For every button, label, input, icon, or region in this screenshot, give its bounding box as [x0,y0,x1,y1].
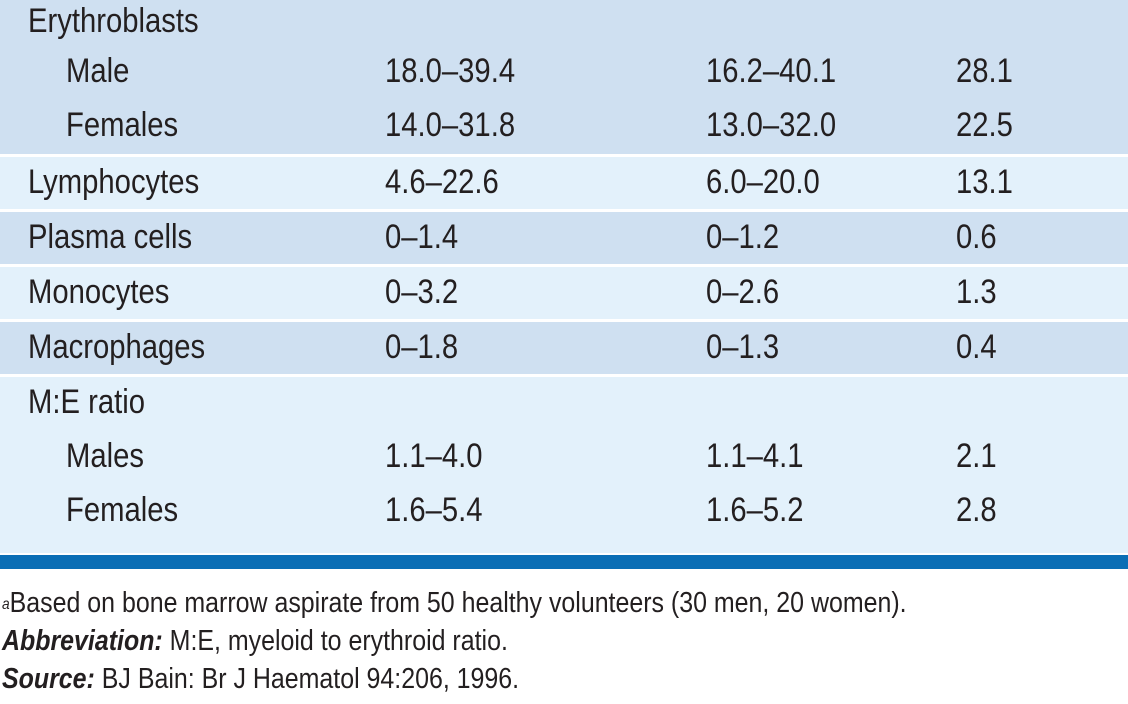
me-ratio-females-range-2: 1.6–5.2 [706,491,804,529]
me-ratio-females-mean: 2.8 [956,491,997,529]
erythroblasts-females-mean: 22.5 [956,106,1013,144]
row-divider [0,209,1128,212]
source-label: Source: [2,663,95,695]
monocytes-range-2: 0–2.6 [706,273,780,311]
erythroblasts-male-mean: 28.1 [956,52,1013,90]
monocytes-mean: 1.3 [956,273,997,311]
me-ratio-females-range-1: 1.6–5.4 [385,491,483,529]
me-ratio-group: M:E ratio Males 1.1–4.0 1.1–4.1 2.1 Fema… [0,377,1128,553]
table-row: M:E ratio [0,377,1128,431]
monocytes-group: Monocytes 0–3.2 0–2.6 1.3 [0,267,1128,319]
me-ratio-males-mean: 2.1 [956,437,997,475]
table-row: Male 18.0–39.4 16.2–40.1 28.1 [0,46,1128,100]
monocytes-range-1: 0–3.2 [385,273,459,311]
erythroblasts-male-range-1: 18.0–39.4 [385,52,516,90]
macrophages-range-1: 0–1.8 [385,328,459,366]
row-label-erythroblasts: Erythroblasts [28,2,199,40]
footnote-marker: a [2,596,10,613]
table-row: Macrophages 0–1.8 0–1.3 0.4 [0,322,1128,374]
source-note: Source: BJ Bain: Br J Haematol 94:206, 1… [2,660,965,698]
table-row: Females 14.0–31.8 13.0–32.0 22.5 [0,100,1128,154]
macrophages-mean: 0.4 [956,328,997,366]
footnote-text: Based on bone marrow aspirate from 50 he… [9,587,907,619]
me-ratio-males-range-2: 1.1–4.1 [706,437,804,475]
erythroblasts-male-range-2: 16.2–40.1 [706,52,837,90]
lymphocytes-range-1: 4.6–22.6 [385,163,499,201]
macrophages-group: Macrophages 0–1.8 0–1.3 0.4 [0,322,1128,374]
erythroblasts-females-range-2: 13.0–32.0 [706,106,837,144]
plasma-cells-group: Plasma cells 0–1.4 0–1.2 0.6 [0,212,1128,264]
row-label-plasma-cells: Plasma cells [28,218,193,256]
row-divider [0,154,1128,157]
source-text: BJ Bain: Br J Haematol 94:206, 1996. [94,663,520,695]
row-label-females: Females [66,106,179,144]
table-row: Plasma cells 0–1.4 0–1.2 0.6 [0,212,1128,264]
table-notes: aBased on bone marrow aspirate from 50 h… [2,584,1122,698]
plasma-cells-mean: 0.6 [956,218,997,256]
macrophages-range-2: 0–1.3 [706,328,780,366]
erythroblasts-group: Erythroblasts Male 18.0–39.4 16.2–40.1 2… [0,0,1128,154]
table-row: Erythroblasts [0,0,1128,46]
table-row: Males 1.1–4.0 1.1–4.1 2.1 [0,431,1128,485]
lymphocytes-mean: 13.1 [956,163,1013,201]
row-label-females: Females [66,491,179,529]
plasma-cells-range-2: 0–1.2 [706,218,780,256]
marrow-differential-table: Erythroblasts Male 18.0–39.4 16.2–40.1 2… [0,0,1128,553]
abbreviation-text: M:E, myeloid to erythroid ratio. [162,625,508,657]
me-ratio-males-range-1: 1.1–4.0 [385,437,483,475]
row-label-lymphocytes: Lymphocytes [28,163,200,201]
row-label-males: Males [66,437,145,475]
table-row: Lymphocytes 4.6–22.6 6.0–20.0 13.1 [0,157,1128,209]
table-row: Females 1.6–5.4 1.6–5.2 2.8 [0,485,1128,539]
erythroblasts-females-range-1: 14.0–31.8 [385,106,516,144]
row-divider [0,374,1128,377]
row-label-me-ratio: M:E ratio [28,383,146,421]
row-label-macrophages: Macrophages [28,328,206,366]
row-label-monocytes: Monocytes [28,273,170,311]
table-bottom-rule [0,555,1128,569]
footnote: aBased on bone marrow aspirate from 50 h… [2,584,965,622]
abbreviation-label: Abbreviation: [2,625,163,657]
lymphocytes-group: Lymphocytes 4.6–22.6 6.0–20.0 13.1 [0,157,1128,209]
row-label-male: Male [66,52,130,90]
plasma-cells-range-1: 0–1.4 [385,218,459,256]
table-row: Monocytes 0–3.2 0–2.6 1.3 [0,267,1128,319]
row-divider [0,264,1128,267]
row-divider [0,319,1128,322]
lymphocytes-range-2: 6.0–20.0 [706,163,820,201]
abbreviation-note: Abbreviation: M:E, myeloid to erythroid … [2,622,965,660]
